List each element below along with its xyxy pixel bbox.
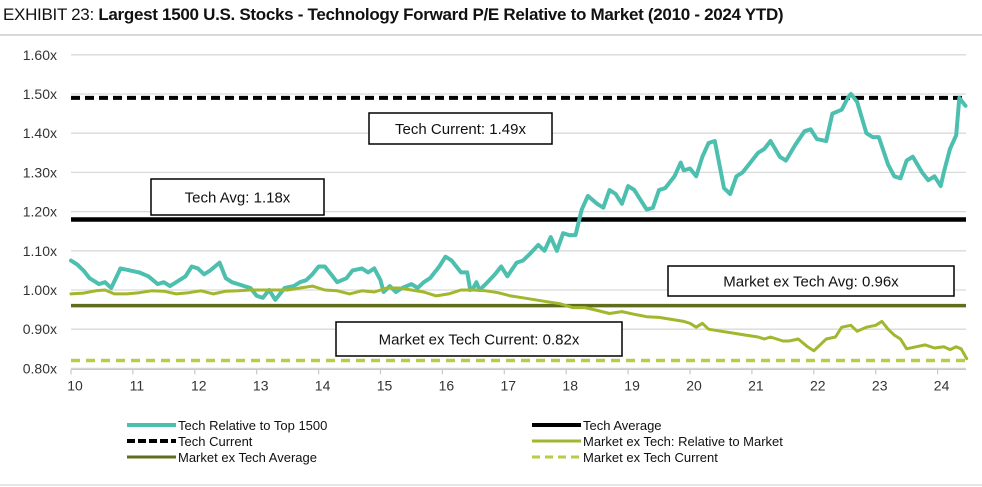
reference-lines (71, 95, 966, 363)
y-tick-label: 1.60x (23, 47, 57, 63)
y-tick-label: 1.20x (23, 204, 57, 220)
legend-label: Market ex Tech: Relative to Market (583, 434, 783, 449)
legend-item: Tech Current (127, 434, 253, 449)
x-tick-label: 21 (748, 377, 764, 393)
title-divider (0, 34, 982, 36)
annotation-border (368, 112, 553, 145)
x-tick-label: 19 (624, 377, 640, 393)
x-axis: 10 11 12 13 14 15 16 17 18 19 20 21 22 23 24 (67, 368, 966, 393)
annotation-box: Tech Current: 1.49x (368, 112, 553, 145)
y-axis: 0.80x 0.90x 1.00x 1.10x 1.20x 1.30x 1.40x 1.50x… (23, 47, 57, 377)
annotation-border (150, 178, 325, 216)
legend-item: Market ex Tech Average (127, 450, 317, 465)
annotation-border (335, 321, 623, 357)
x-tick-label: 15 (377, 377, 393, 393)
x-tick-label: 17 (501, 377, 517, 393)
x-tick-label: 13 (253, 377, 269, 393)
y-tick-label: 1.30x (23, 164, 57, 180)
x-tick-label: 12 (191, 377, 207, 393)
x-tick-label: 16 (439, 377, 455, 393)
annotation-label: Market ex Tech Current: 0.82x (379, 332, 580, 349)
x-tick-label: 24 (934, 377, 950, 393)
series-market-ex-tech-relative-to-market (69, 284, 969, 361)
legend-item: Tech Average (532, 418, 662, 433)
legend-label: Tech Average (583, 418, 662, 433)
exhibit-label: EXHIBIT 23: (3, 5, 94, 24)
legend-item: Market ex Tech Current (532, 450, 718, 465)
y-tick-label: 1.10x (23, 243, 57, 259)
legend-label: Tech Current (178, 434, 253, 449)
annotations: Tech Current: 1.49x Tech Avg: 1.18x Market… (150, 112, 955, 357)
annotation-box: Tech Avg: 1.18x (150, 178, 325, 216)
x-tick-label: 10 (67, 377, 83, 393)
x-tick-label: 22 (810, 377, 826, 393)
annotation-label: Market ex Tech Avg: 0.96x (723, 274, 899, 291)
y-tick-label: 0.80x (23, 360, 57, 376)
series-tech-relative-to-top-1500 (69, 92, 968, 302)
y-tick-label: 0.90x (23, 321, 57, 337)
legend-item: Market ex Tech: Relative to Market (532, 434, 783, 449)
x-tick-label: 14 (315, 377, 331, 393)
legend-label: Market ex Tech Average (178, 450, 317, 465)
chart-title-text: Largest 1500 U.S. Stocks - Technology Fo… (98, 5, 784, 24)
x-tick-label: 20 (686, 377, 702, 393)
annotation-box: Market ex Tech Current: 0.82x (335, 321, 623, 357)
annotation-border (667, 265, 955, 297)
annotation-label: Tech Current: 1.49x (395, 121, 526, 138)
x-tick-label: 18 (562, 377, 578, 393)
y-tick-label: 1.50x (23, 86, 57, 102)
legend-label: Market ex Tech Current (583, 450, 718, 465)
series-lines (69, 92, 969, 361)
legend-label: Tech Relative to Top 1500 (178, 418, 327, 433)
annotation-box: Market ex Tech Avg: 0.96x (667, 265, 955, 297)
bottom-divider (0, 484, 982, 486)
x-tick-label: 23 (872, 377, 888, 393)
annotation-label: Tech Avg: 1.18x (185, 190, 291, 207)
legend-item: Tech Relative to Top 1500 (127, 418, 327, 433)
chart-title: EXHIBIT 23: Largest 1500 U.S. Stocks - T… (3, 5, 784, 25)
y-tick-label: 1.40x (23, 125, 57, 141)
x-tick-label: 11 (130, 377, 145, 393)
legend: Tech Relative to Top 1500 Tech Average Tec… (127, 418, 783, 465)
y-tick-label: 1.00x (23, 282, 57, 298)
